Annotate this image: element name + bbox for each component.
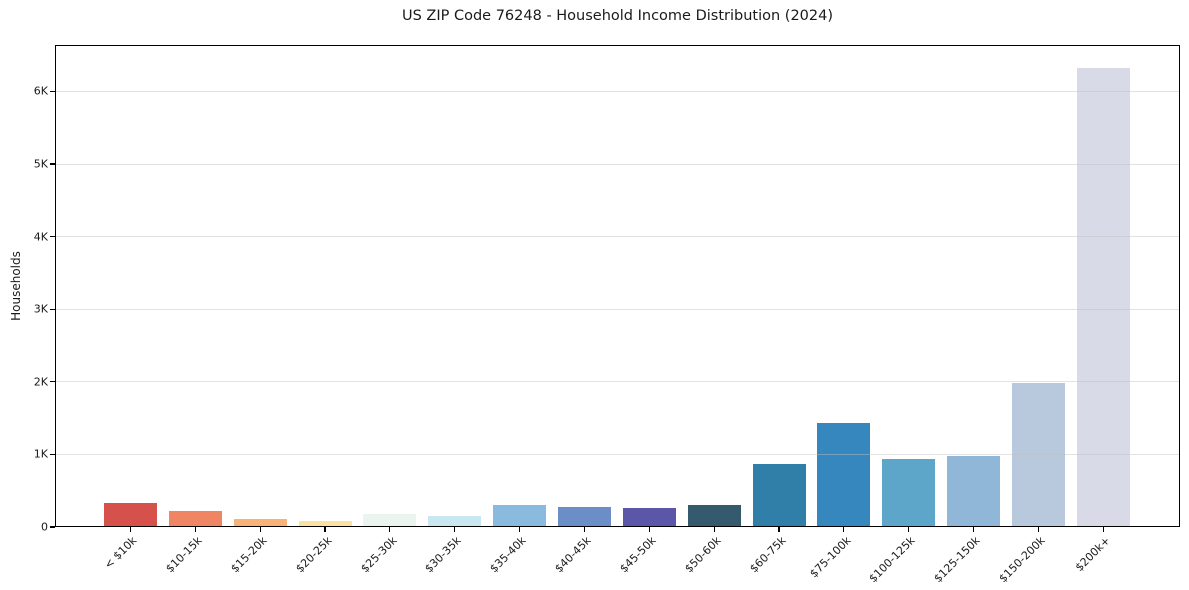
y-tick-label: 2K (33, 375, 48, 389)
bar (104, 503, 157, 527)
y-tick-mark (50, 163, 55, 165)
x-tick-label-text: $40-45k (552, 534, 594, 576)
plot-area (55, 45, 1180, 527)
y-tick-label: 3K (33, 302, 48, 316)
x-tick-label-text: < $10k (102, 534, 140, 572)
x-tick-mark (843, 527, 845, 532)
x-tick-mark (908, 527, 910, 532)
chart-title: US ZIP Code 76248 - Household Income Dis… (401, 8, 834, 24)
gridline (55, 236, 1180, 238)
x-tick-mark (324, 527, 326, 532)
bar (168, 511, 222, 527)
y-tick-label: 6K (33, 84, 48, 98)
x-tick-mark (1102, 527, 1104, 532)
gridline (55, 453, 1180, 455)
y-tick-label: 1K (33, 447, 48, 461)
x-tick-mark (519, 527, 521, 532)
x-tick-label-text: $100-125k (866, 534, 918, 586)
y-tick-mark (50, 90, 55, 93)
bar (233, 518, 287, 527)
gridline (55, 308, 1180, 310)
gridline (55, 90, 1180, 92)
x-tick-mark (129, 527, 132, 532)
y-tick-label: 5K (33, 157, 48, 171)
bar (363, 513, 417, 527)
x-tick-mark (583, 527, 586, 532)
x-tick-label-text: $30-35k (422, 534, 464, 576)
y-tick-mark (50, 453, 55, 455)
x-tick-label-text: $60-75k (746, 534, 789, 576)
bar (622, 508, 676, 527)
y-tick-mark (50, 526, 55, 528)
gridline (55, 381, 1180, 383)
y-tick-label: 4K (33, 230, 48, 244)
x-tick-label-text: $15-20k (228, 534, 270, 576)
x-tick-mark (259, 527, 261, 532)
x-tick-label-text: $75-100k (806, 534, 854, 581)
bar (557, 506, 611, 527)
y-tick-mark (50, 308, 55, 310)
bar (1011, 382, 1065, 527)
bar (752, 463, 806, 527)
x-tick-label-text: $35-40k (487, 534, 529, 576)
x-tick-mark (194, 527, 196, 532)
x-tick-mark (778, 527, 780, 532)
x-tick-label-text: $10-15k (163, 534, 205, 576)
gridline (55, 163, 1180, 165)
x-tick-mark (454, 527, 456, 532)
bar (428, 516, 482, 527)
x-tick-mark (972, 527, 975, 532)
x-tick-label-text: $20-25k (292, 534, 335, 576)
x-tick-label-text: $200k+ (1072, 534, 1113, 575)
bar (493, 504, 547, 527)
bar (298, 520, 352, 527)
x-tick-label-text: $125-150k (931, 534, 983, 586)
x-tick-label-text: $50-60k (682, 534, 724, 576)
y-tick-label: 0 (41, 520, 48, 534)
y-tick-mark (50, 236, 55, 238)
bar (882, 459, 936, 527)
x-tick-mark (1037, 527, 1039, 532)
x-tick-label-text: $25-30k (357, 534, 400, 576)
x-tick-mark (389, 527, 391, 532)
bar (687, 504, 741, 527)
x-tick-mark (713, 527, 715, 532)
bar (1076, 67, 1130, 527)
y-tick-mark (50, 381, 55, 383)
x-tick-label-text: $150-200k (996, 534, 1048, 586)
bar (947, 455, 1001, 527)
x-tick-mark (648, 527, 650, 532)
bar (817, 423, 871, 527)
x-tick-label-text: $45-50k (617, 534, 659, 576)
